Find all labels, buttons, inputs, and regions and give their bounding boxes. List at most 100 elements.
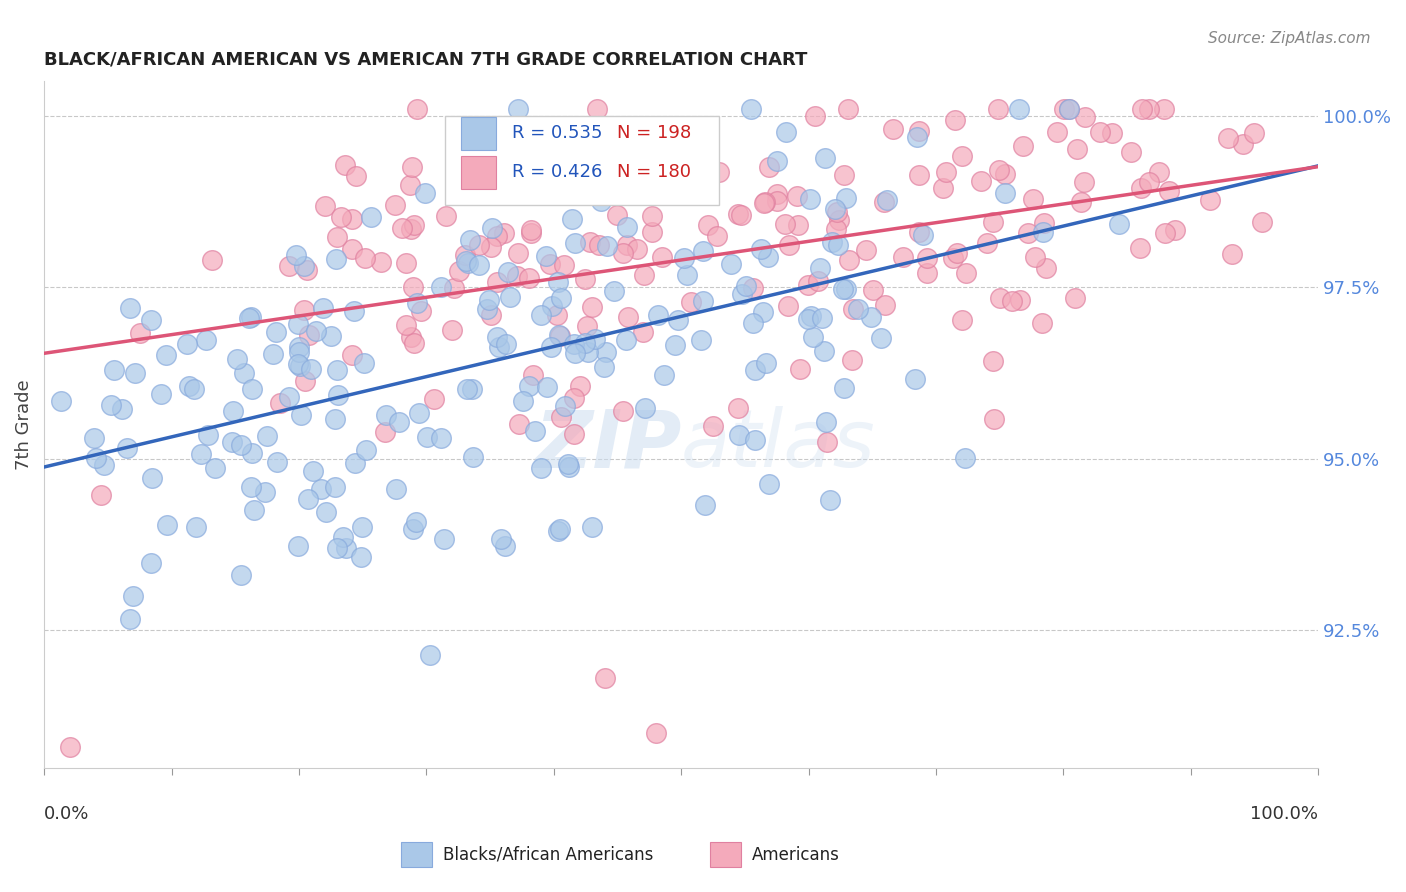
Point <box>340 242 363 256</box>
Point <box>593 359 616 374</box>
Point <box>585 172 607 186</box>
Point <box>408 406 430 420</box>
Point <box>84 451 107 466</box>
Point <box>489 532 512 546</box>
Point <box>141 470 163 484</box>
Text: N = 198: N = 198 <box>617 124 692 142</box>
Point <box>1046 125 1069 139</box>
Point <box>1017 226 1039 240</box>
Point <box>477 301 499 316</box>
Point <box>495 336 517 351</box>
Point <box>243 503 266 517</box>
Point <box>773 217 796 231</box>
Point <box>1153 226 1175 240</box>
Point <box>931 181 953 195</box>
Point <box>825 205 848 219</box>
Point <box>111 402 134 417</box>
Point <box>907 168 929 182</box>
Point <box>530 308 553 322</box>
Point <box>754 195 776 210</box>
Point <box>758 160 780 174</box>
Point <box>1073 110 1095 124</box>
Point <box>943 113 966 128</box>
Point <box>553 258 575 272</box>
Point <box>401 160 423 174</box>
Point <box>115 441 138 455</box>
Point <box>548 522 571 536</box>
Point <box>652 368 675 382</box>
Point <box>468 258 491 272</box>
Point <box>332 530 354 544</box>
Point <box>706 229 728 244</box>
Point <box>404 219 426 233</box>
Point <box>799 192 821 206</box>
Point <box>323 480 346 494</box>
Point <box>616 310 638 324</box>
Point <box>634 401 657 415</box>
Point <box>253 485 276 500</box>
Point <box>288 359 311 373</box>
Point <box>568 379 591 393</box>
Point <box>606 208 628 222</box>
Point <box>862 283 884 297</box>
Point <box>828 212 851 227</box>
Point <box>702 419 724 434</box>
Y-axis label: 7th Grade: 7th Grade <box>15 379 32 470</box>
Point <box>1101 126 1123 140</box>
Point <box>838 252 860 267</box>
Point <box>354 252 377 266</box>
Point <box>406 296 429 310</box>
Text: Source: ZipAtlas.com: Source: ZipAtlas.com <box>1208 31 1371 46</box>
Point <box>197 427 219 442</box>
Point <box>1157 184 1180 198</box>
Point <box>692 244 714 258</box>
Point <box>423 392 446 406</box>
Point <box>494 539 516 553</box>
Point <box>612 246 634 260</box>
Point <box>517 379 540 393</box>
Text: Americans: Americans <box>752 846 841 863</box>
Point <box>804 109 827 123</box>
Point <box>1088 125 1111 139</box>
Point <box>797 312 820 326</box>
Bar <box>446 116 720 205</box>
Point <box>955 266 977 280</box>
Point <box>1220 247 1243 261</box>
Text: BLACK/AFRICAN AMERICAN VS AMERICAN 7TH GRADE CORRELATION CHART: BLACK/AFRICAN AMERICAN VS AMERICAN 7TH G… <box>44 51 807 69</box>
Point <box>384 198 406 212</box>
Bar <box>461 117 496 150</box>
Point <box>326 362 349 376</box>
Point <box>846 301 869 316</box>
Point <box>583 332 606 346</box>
Point <box>460 382 482 396</box>
Point <box>1064 291 1087 305</box>
Point <box>827 238 849 252</box>
Point <box>756 250 779 264</box>
Point <box>651 250 673 264</box>
Point <box>287 539 309 553</box>
Point <box>786 219 808 233</box>
Point <box>285 248 308 262</box>
Point <box>755 356 778 370</box>
Point <box>395 318 418 332</box>
Point <box>859 310 882 325</box>
Text: 0.0%: 0.0% <box>44 805 90 823</box>
Point <box>350 520 373 534</box>
Point <box>90 488 112 502</box>
Point <box>614 334 637 348</box>
Point <box>727 401 749 415</box>
Point <box>692 293 714 308</box>
Point <box>456 254 478 268</box>
Point <box>593 672 616 686</box>
Point <box>481 221 503 235</box>
Point <box>150 386 173 401</box>
Point <box>550 410 572 425</box>
Point <box>548 329 571 343</box>
Point <box>554 400 576 414</box>
Point <box>728 427 751 442</box>
Point <box>912 228 935 243</box>
Point <box>561 165 583 179</box>
Point <box>468 237 491 252</box>
Point <box>240 446 263 460</box>
Point <box>399 330 422 344</box>
